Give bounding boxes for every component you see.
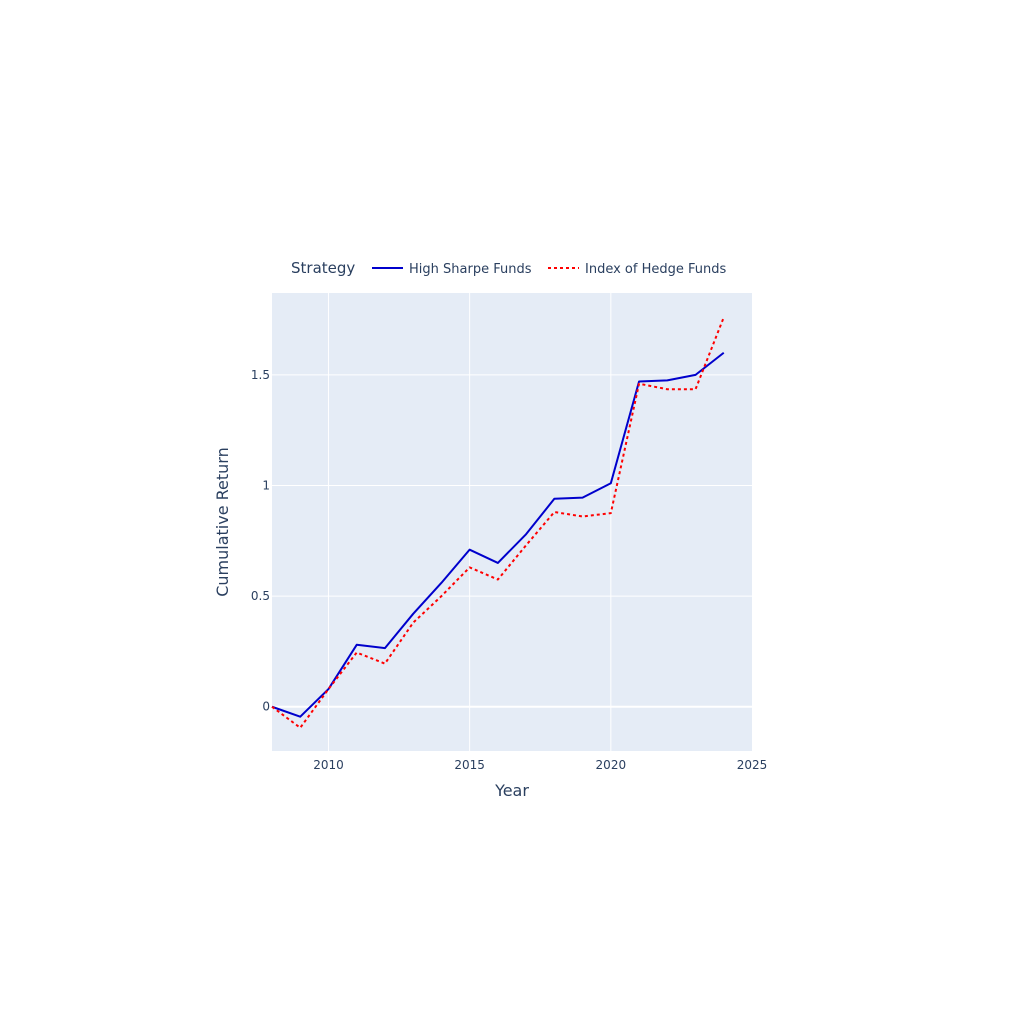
y-tick-label: 1 — [262, 478, 270, 492]
x-tick-label: 2025 — [737, 758, 768, 772]
y-axis-title: Cumulative Return — [213, 447, 232, 597]
y-tick-label: 0.5 — [251, 589, 270, 603]
legend-items[interactable]: High Sharpe Funds Index of Hedge Funds — [372, 262, 726, 277]
y-tick-label: 1.5 — [251, 368, 270, 382]
legend-item-index-of-hedge-funds[interactable]: Index of Hedge Funds — [548, 262, 726, 277]
tick-labels: 2010 2015 2020 2025 0 0.5 1 1.5 — [251, 368, 767, 772]
legend[interactable]: Strategy High Sharpe Funds Index of Hedge… — [291, 259, 726, 277]
legend-label: High Sharpe Funds — [409, 262, 532, 277]
legend-item-high-sharpe-funds[interactable]: High Sharpe Funds — [372, 262, 532, 277]
x-tick-label: 2015 — [454, 758, 485, 772]
series-line-index-of-hedge-funds — [271, 316, 725, 729]
x-tick-label: 2020 — [596, 758, 627, 772]
legend-label: Index of Hedge Funds — [585, 262, 726, 277]
plot-area — [272, 293, 752, 751]
x-tick-label: 2010 — [313, 758, 344, 772]
grid-lines — [272, 293, 752, 751]
y-tick-label: 0 — [262, 700, 270, 714]
x-axis-title: Year — [494, 781, 529, 800]
series-lines — [271, 316, 725, 729]
series-line-high-sharpe-funds — [271, 351, 725, 718]
legend-title: Strategy — [291, 259, 355, 277]
